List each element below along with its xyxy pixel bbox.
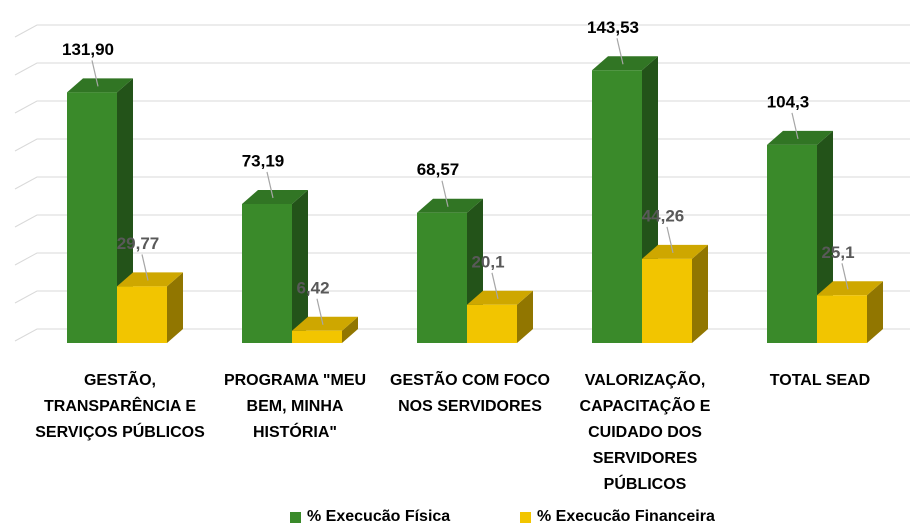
bar xyxy=(642,244,708,343)
bar-top xyxy=(417,198,483,213)
data-label: 6,42 xyxy=(296,278,329,297)
legend-item: % Execucão Financeira xyxy=(520,508,715,526)
leader-line xyxy=(616,38,624,65)
bar-top xyxy=(642,244,708,259)
bar-top xyxy=(67,78,133,93)
x-tick-label: PROGRAMA "MEU BEM, MINHA HISTÓRIA" xyxy=(223,372,367,441)
bar-front xyxy=(117,286,167,343)
data-label: 68,57 xyxy=(417,160,460,179)
bar-front xyxy=(67,92,117,343)
bar-top xyxy=(242,189,308,204)
legend-swatch xyxy=(290,511,301,523)
legend-label: % Execucão Financeira xyxy=(537,508,715,525)
bar-side xyxy=(342,316,358,343)
bar xyxy=(817,281,883,343)
data-label: 25,1 xyxy=(821,243,854,262)
bar-side xyxy=(867,281,883,343)
x-tick-label: TOTAL SEAD xyxy=(769,372,871,389)
x-tick-label: GESTÃO COM FOCO NOS SERVIDORES xyxy=(390,372,550,415)
bar-side xyxy=(167,272,183,343)
leader-line xyxy=(491,272,499,299)
data-label: 143,53 xyxy=(587,18,639,37)
bar-front xyxy=(767,144,817,343)
leader-line xyxy=(141,254,149,281)
bar-side xyxy=(692,244,708,343)
bar-side xyxy=(517,290,533,343)
bar xyxy=(242,189,308,343)
bar xyxy=(292,316,358,343)
data-label: 44,26 xyxy=(642,206,685,225)
bar-front xyxy=(292,330,342,343)
leader-line xyxy=(666,226,674,254)
bar-front xyxy=(242,203,292,343)
leader-line xyxy=(266,171,274,199)
x-tick-label: GESTÃO, TRANSPARÊNCIA E SERVIÇOS PÚBLICO… xyxy=(35,372,205,441)
bar-top xyxy=(117,272,183,287)
leader-line xyxy=(791,112,799,139)
leader-line xyxy=(91,60,99,87)
leader-line xyxy=(841,263,849,290)
bar-front xyxy=(592,70,642,343)
bar xyxy=(467,290,533,343)
bar-top xyxy=(767,130,833,145)
bar-side xyxy=(292,189,308,343)
data-label: 20,1 xyxy=(471,252,504,271)
x-tick-label: VALORIZAÇÃO, CAPACITAÇÃO E CUIDADO DOS S… xyxy=(579,372,711,493)
legend-swatch xyxy=(520,511,531,523)
legend-label: % Execucão Física xyxy=(307,508,451,525)
bar xyxy=(117,272,183,343)
data-label: 73,19 xyxy=(242,151,285,170)
bar-front xyxy=(417,212,467,343)
bar-front xyxy=(642,258,692,343)
bar-top xyxy=(592,56,658,71)
leader-line xyxy=(316,298,324,325)
grid-line xyxy=(14,24,910,38)
grid-line xyxy=(14,62,910,76)
data-label: 104,3 xyxy=(767,92,810,111)
bar-front xyxy=(817,295,867,343)
data-label: 131,90 xyxy=(62,40,114,59)
legend-item: % Execucão Física xyxy=(290,508,450,526)
leader-line xyxy=(441,180,449,207)
bar-top xyxy=(292,316,358,331)
data-label: 29,77 xyxy=(117,234,160,253)
bar-top xyxy=(817,281,883,296)
bar-top xyxy=(467,290,533,305)
bar-front xyxy=(467,304,517,343)
